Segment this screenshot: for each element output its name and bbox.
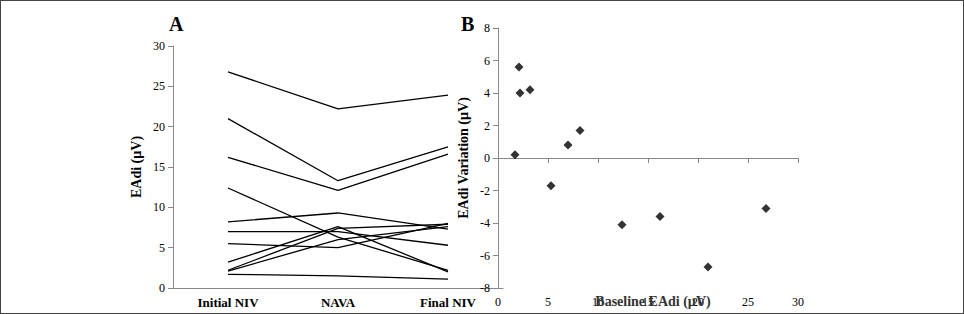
svg-text:-4: -4 xyxy=(480,216,490,230)
svg-text:Final NIV: Final NIV xyxy=(420,295,477,310)
svg-text:5: 5 xyxy=(545,295,551,309)
svg-text:0: 0 xyxy=(495,295,501,309)
svg-text:EAdi Variation (µV): EAdi Variation (µV) xyxy=(456,97,472,219)
svg-text:6: 6 xyxy=(484,54,490,68)
svg-text:4: 4 xyxy=(484,86,490,100)
svg-text:25: 25 xyxy=(742,295,754,309)
svg-text:-8: -8 xyxy=(480,281,490,295)
svg-text:-2: -2 xyxy=(480,184,490,198)
svg-text:2: 2 xyxy=(484,119,490,133)
svg-text:-6: -6 xyxy=(480,249,490,263)
svg-text:A: A xyxy=(169,13,184,35)
svg-text:Initial NIV: Initial NIV xyxy=(197,295,259,310)
svg-text:5: 5 xyxy=(159,241,165,255)
svg-text:30: 30 xyxy=(792,295,804,309)
svg-text:0: 0 xyxy=(484,151,490,165)
svg-text:10: 10 xyxy=(153,200,165,214)
svg-text:25: 25 xyxy=(153,79,165,93)
svg-text:EAdi (µV): EAdi (µV) xyxy=(129,136,145,198)
svg-text:0: 0 xyxy=(159,281,165,295)
svg-text:30: 30 xyxy=(153,39,165,53)
svg-text:B: B xyxy=(461,13,474,35)
svg-text:20: 20 xyxy=(153,120,165,134)
svg-text:8: 8 xyxy=(484,21,490,35)
svg-text:NAVA: NAVA xyxy=(321,295,356,310)
svg-text:Baseline EAdi (µV): Baseline EAdi (µV) xyxy=(595,294,711,310)
svg-text:15: 15 xyxy=(153,160,165,174)
